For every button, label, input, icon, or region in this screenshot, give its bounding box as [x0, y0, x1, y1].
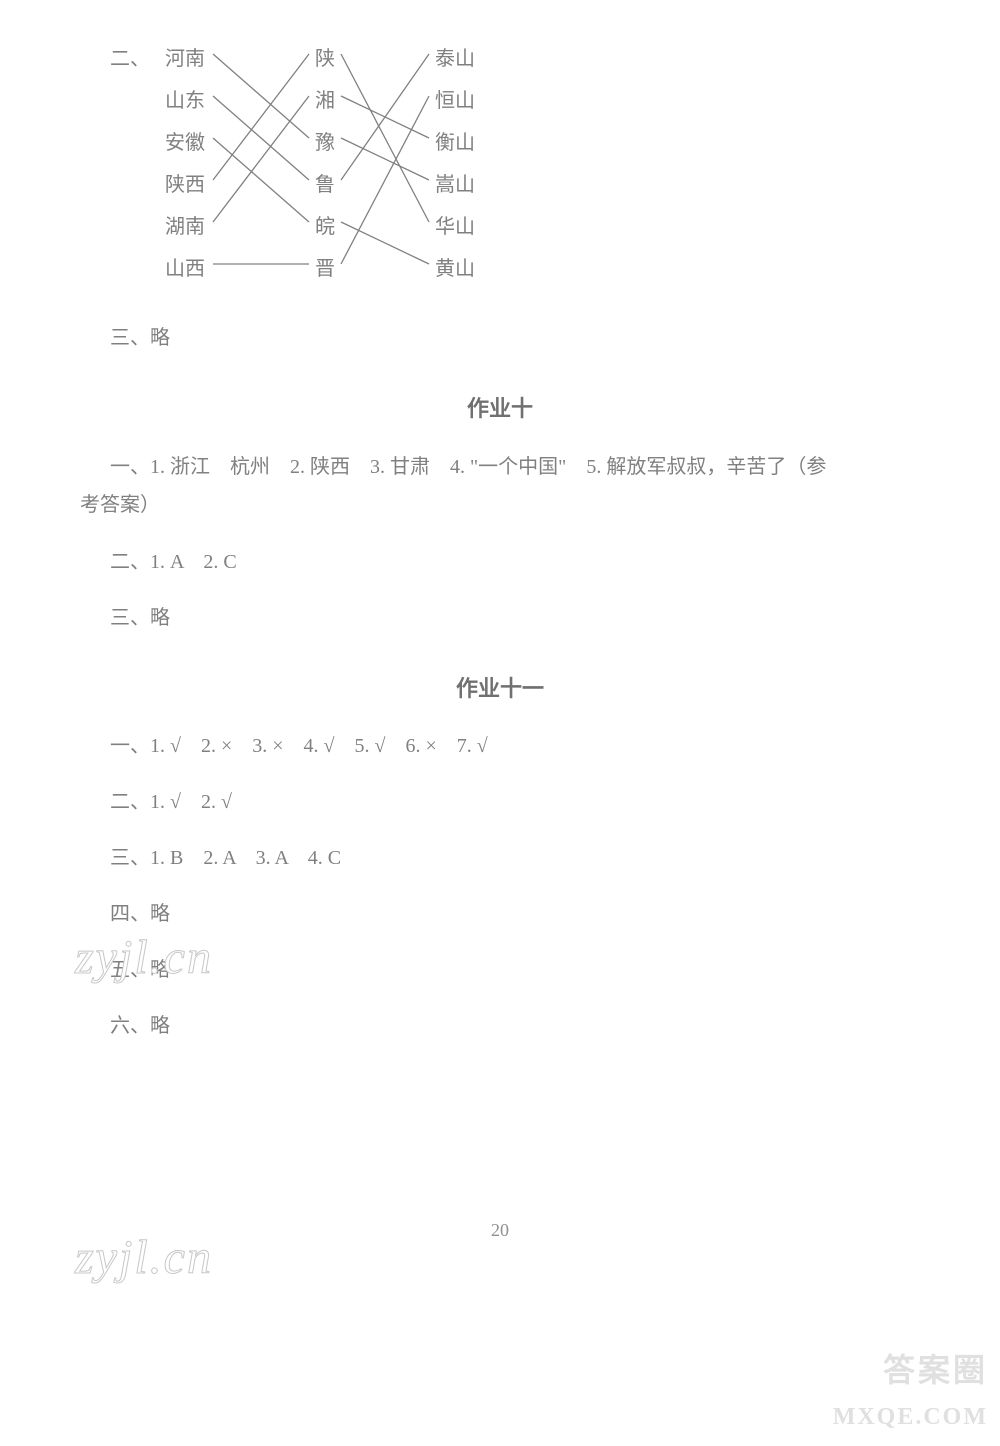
page-number: 20: [0, 1220, 1000, 1241]
left-label-2: 安徽: [165, 126, 205, 155]
watermark-top: zyjl.cn: [75, 930, 213, 985]
middle-label-3: 鲁: [315, 168, 335, 197]
hw10-q1: 一、1. 浙江 杭州 2. 陕西 3. 甘肃 4. "一个中国" 5. 解放军叔…: [80, 448, 920, 486]
right-label-3: 嵩山: [435, 168, 475, 197]
hw11-q4: 四、略: [110, 896, 920, 932]
left-label-1: 山东: [165, 84, 205, 113]
hw11-q1: 一、1. √ 2. × 3. × 4. √ 5. √ 6. × 7. √: [110, 728, 920, 764]
hw11-q2: 二、1. √ 2. √: [110, 784, 920, 820]
left-label-3: 陕西: [165, 168, 205, 197]
corner-domain: MXQE.COM: [833, 1404, 988, 1431]
hw11-q5: 五、略: [110, 952, 920, 988]
right-label-0: 泰山: [435, 42, 475, 71]
right-label-5: 黄山: [435, 252, 475, 281]
middle-label-2: 豫: [315, 126, 335, 155]
hw10-q3: 三、略: [110, 600, 920, 636]
section-3-omit: 三、略: [110, 320, 920, 356]
heading-hw10: 作业十: [80, 391, 920, 423]
hw10-q1-cont: 考答案）: [80, 486, 920, 524]
middle-label-1: 湘: [315, 84, 335, 113]
right-label-4: 华山: [435, 210, 475, 239]
hw10-q2: 二、1. A 2. C: [110, 544, 920, 580]
left-label-0: 河南: [165, 42, 205, 71]
hw11-q6: 六、略: [110, 1008, 920, 1044]
matching-diagram: 二、河南山东安徽陕西湖南山西 陕湘豫鲁皖晋 泰山恒山衡山嵩山华山黄山: [110, 40, 550, 300]
heading-hw11: 作业十一: [80, 671, 920, 703]
left-label-5: 山西: [165, 252, 205, 281]
middle-label-4: 皖: [315, 210, 335, 239]
right-label-1: 恒山: [435, 84, 475, 113]
middle-label-5: 晋: [315, 252, 335, 281]
right-label-2: 衡山: [435, 126, 475, 155]
section-2-prefix: 二、: [110, 42, 150, 71]
middle-label-0: 陕: [315, 42, 335, 71]
corner-brand: 答案圈: [883, 1345, 988, 1391]
left-label-4: 湖南: [165, 210, 205, 239]
hw11-q3: 三、1. B 2. A 3. A 4. C: [110, 840, 920, 876]
